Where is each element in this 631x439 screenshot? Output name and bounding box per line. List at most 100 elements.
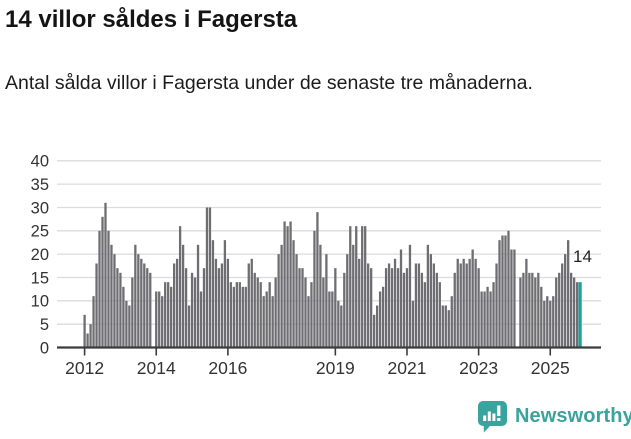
y-tick-label: 10 <box>31 293 49 311</box>
bar <box>202 268 206 348</box>
bar <box>313 230 316 348</box>
bar <box>453 272 456 348</box>
bar <box>170 286 173 348</box>
bar <box>184 268 188 348</box>
bar <box>459 263 462 348</box>
bar <box>122 286 125 348</box>
bar <box>125 300 128 348</box>
x-tick-label: 2019 <box>316 358 355 378</box>
bar <box>250 258 253 348</box>
x-tick-label: 2014 <box>137 358 176 378</box>
bar <box>119 272 122 348</box>
bar <box>498 240 501 348</box>
bar <box>316 212 319 348</box>
bar <box>161 296 164 348</box>
bar <box>390 268 394 348</box>
bar <box>513 249 516 348</box>
bar <box>384 268 388 348</box>
bar <box>298 268 301 348</box>
bar <box>426 244 430 348</box>
bar <box>534 277 537 348</box>
bar <box>423 282 427 348</box>
bar <box>196 244 200 348</box>
y-tick-label: 0 <box>40 339 49 357</box>
bar <box>110 244 113 348</box>
bar <box>450 296 453 348</box>
bar <box>429 254 433 348</box>
bar <box>471 249 474 348</box>
bar <box>319 244 322 348</box>
bar <box>468 258 471 348</box>
bar <box>361 226 364 348</box>
bar <box>492 282 495 348</box>
bar <box>158 291 161 348</box>
newsworthy-brand-link[interactable]: Newsworthy <box>477 400 631 433</box>
bar <box>89 324 92 348</box>
bar <box>355 226 358 348</box>
x-tick-label: 2023 <box>459 358 498 378</box>
bar <box>217 268 221 348</box>
bar <box>277 254 280 348</box>
bar <box>504 235 507 348</box>
bar <box>241 286 244 348</box>
bar <box>146 268 149 348</box>
bar <box>283 221 286 348</box>
x-tick-label: 2012 <box>65 358 104 378</box>
bar <box>301 268 304 348</box>
bar <box>411 300 415 348</box>
exclamation-glyph <box>497 405 501 421</box>
bar <box>173 263 176 348</box>
page-title: 14 villor såldes i Fagersta <box>5 6 298 33</box>
bar <box>211 240 215 348</box>
bar <box>444 305 447 348</box>
bar <box>558 272 561 348</box>
bar <box>262 296 265 348</box>
y-tick-label: 40 <box>31 153 49 171</box>
bar <box>570 272 573 348</box>
bar <box>223 240 227 348</box>
bar <box>447 310 450 348</box>
bar <box>328 291 331 348</box>
bar <box>334 268 337 348</box>
bar <box>549 300 552 348</box>
bar <box>95 263 98 348</box>
bar <box>229 282 233 348</box>
bar <box>325 254 328 348</box>
bar <box>564 254 567 348</box>
bar <box>149 272 152 348</box>
bar <box>346 254 349 348</box>
bar <box>167 282 170 348</box>
bar <box>199 291 203 348</box>
bar <box>528 272 531 348</box>
bar <box>525 258 528 348</box>
newsworthy-logo-icon <box>478 401 507 433</box>
bar <box>295 254 298 348</box>
bar <box>304 277 307 348</box>
x-tick-label: 2021 <box>388 358 427 378</box>
bar <box>235 282 238 348</box>
bar <box>402 272 406 348</box>
bar <box>435 272 438 348</box>
bar <box>393 258 397 348</box>
bar <box>546 296 549 348</box>
bar <box>370 268 373 348</box>
bar <box>501 235 504 348</box>
y-tick-label: 15 <box>31 269 49 287</box>
x-tick-label: 2025 <box>531 358 570 378</box>
bar <box>567 240 570 348</box>
bar <box>352 244 355 348</box>
y-tick-label: 30 <box>31 199 49 217</box>
bar <box>116 268 119 348</box>
bar <box>489 291 492 348</box>
bar <box>474 258 477 348</box>
bar <box>477 268 480 348</box>
bar <box>107 230 110 348</box>
bar <box>193 277 197 348</box>
bar <box>408 244 412 348</box>
bar <box>462 258 465 348</box>
bar <box>271 296 274 348</box>
bar <box>137 254 140 348</box>
bar <box>253 272 256 348</box>
bar <box>343 272 346 348</box>
